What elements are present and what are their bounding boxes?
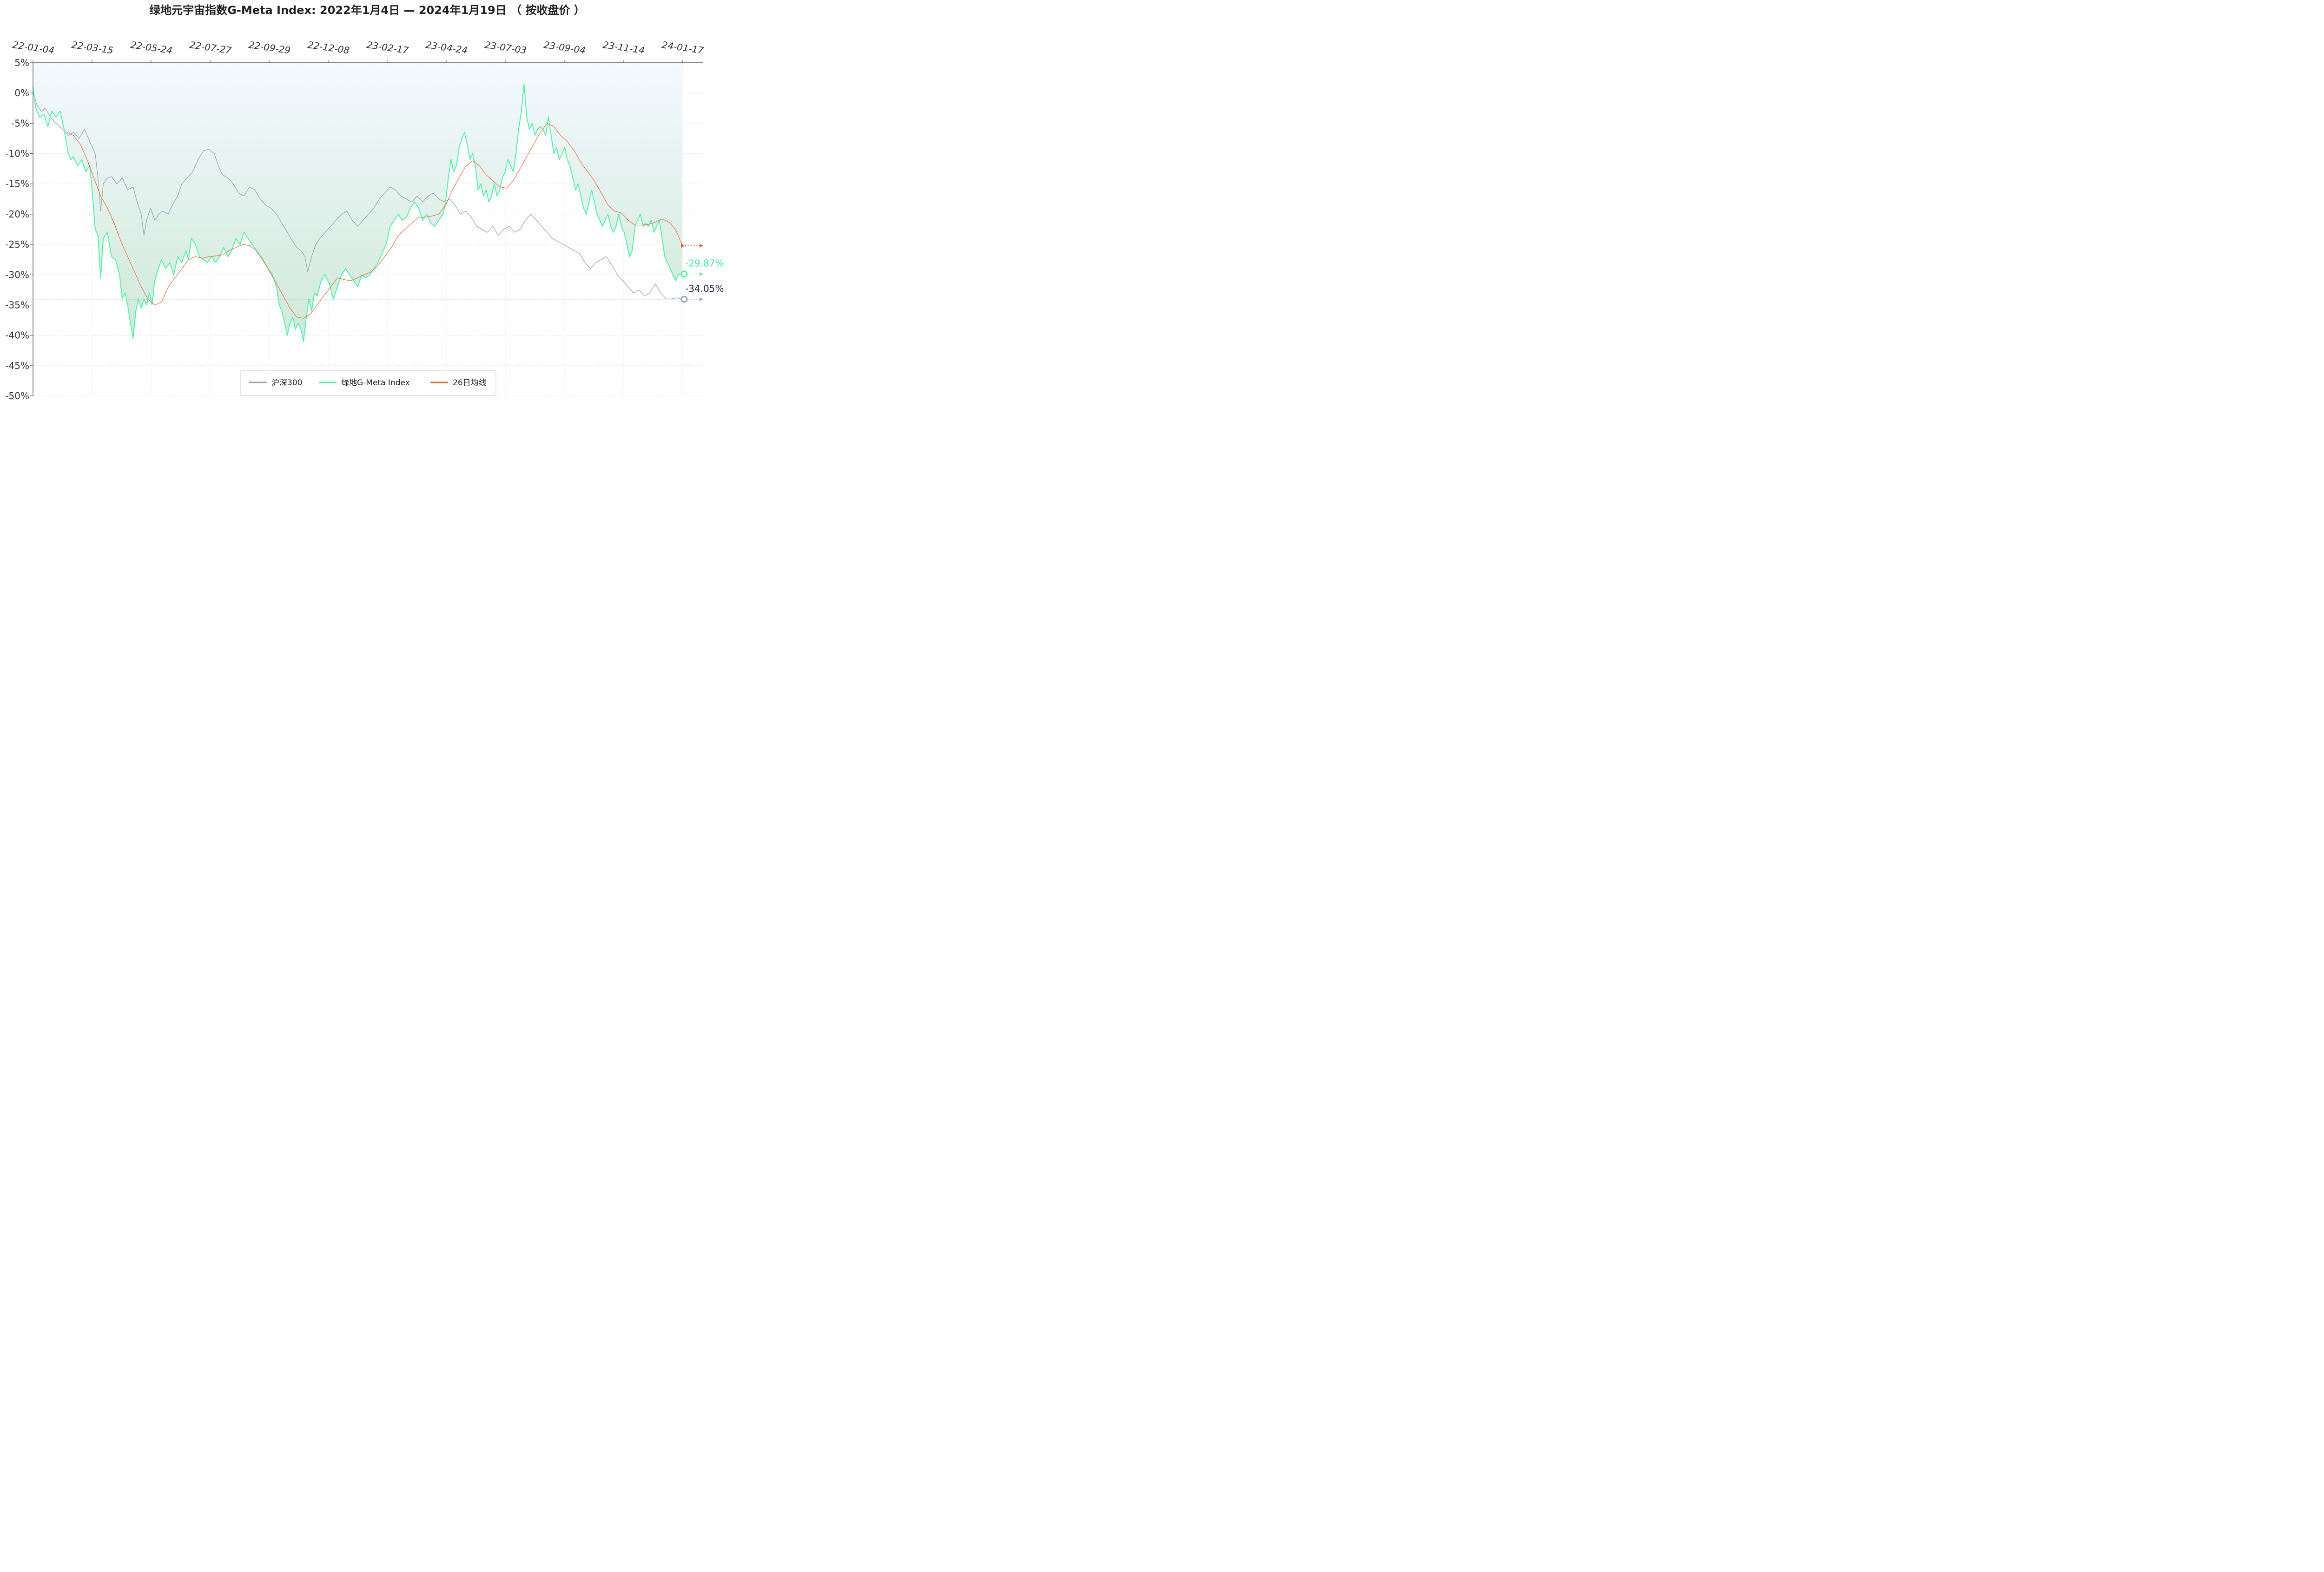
end-label-gmeta: -29.87% <box>685 258 724 269</box>
end-marker-hs300 <box>680 296 688 303</box>
y-tick-label: 5% <box>14 57 29 68</box>
x-tick-label: 22-07-27 <box>189 39 232 56</box>
legend-label-gmeta: 绿地G-Meta Index <box>341 378 410 388</box>
chart-title: 绿地元宇宙指数G-Meta Index: 2022年1月4日 — 2024年1月… <box>149 4 585 17</box>
y-tick-label: 0% <box>14 87 29 99</box>
x-tick-label: 23-11-14 <box>602 39 645 56</box>
x-tick-label: 23-02-17 <box>366 39 409 56</box>
chart: 绿地元宇宙指数G-Meta Index: 2022年1月4日 — 2024年1月… <box>5 4 724 401</box>
series-line-ma26 <box>66 123 683 319</box>
y-tick-label: -15% <box>5 178 29 190</box>
legend-label-hs300: 沪深300 <box>271 378 302 388</box>
end-marker-gmeta <box>680 270 688 278</box>
y-tick-label: -30% <box>5 269 29 280</box>
x-tick-label: 24-01-17 <box>661 39 705 56</box>
axes <box>30 60 703 396</box>
x-tick-label: 22-12-08 <box>307 39 350 56</box>
end-marker-ma26 <box>681 243 685 248</box>
y-tick-label: -25% <box>5 239 29 250</box>
y-tick-label: -20% <box>5 209 29 220</box>
x-tick-label: 23-07-03 <box>484 39 527 56</box>
x-tick-label: 23-04-24 <box>425 39 468 56</box>
series-line-hs300 <box>33 92 683 300</box>
y-tick-label: -45% <box>5 360 29 371</box>
end-arrow-gmeta <box>700 272 703 276</box>
end-markers: -29.87% -34.05% <box>33 243 724 303</box>
area-fill <box>33 63 682 342</box>
y-tick-label: -5% <box>11 118 29 129</box>
series-line-gmeta <box>33 83 683 342</box>
series-layer <box>33 83 683 342</box>
y-tick-label: -50% <box>5 390 29 401</box>
y-tick-label: -35% <box>5 299 29 310</box>
x-tick-label: 22-05-24 <box>130 39 173 56</box>
legend-label-ma26: 26日均线 <box>453 378 487 388</box>
legend-box <box>240 370 496 396</box>
x-tick-label: 22-01-04 <box>12 39 55 56</box>
legend: 沪深300 绿地G-Meta Index 26日均线 <box>240 370 496 396</box>
end-label-hs300: -34.05% <box>685 283 724 294</box>
x-tick-label: 22-03-15 <box>71 39 114 56</box>
end-arrow-hs300 <box>700 297 703 302</box>
y-tick-label: -40% <box>5 330 29 341</box>
y-tick-label: -10% <box>5 148 29 159</box>
end-arrow-ma26 <box>700 243 703 248</box>
x-tick-label: 22-09-29 <box>248 39 291 56</box>
x-tick-label: 23-09-04 <box>543 39 586 56</box>
